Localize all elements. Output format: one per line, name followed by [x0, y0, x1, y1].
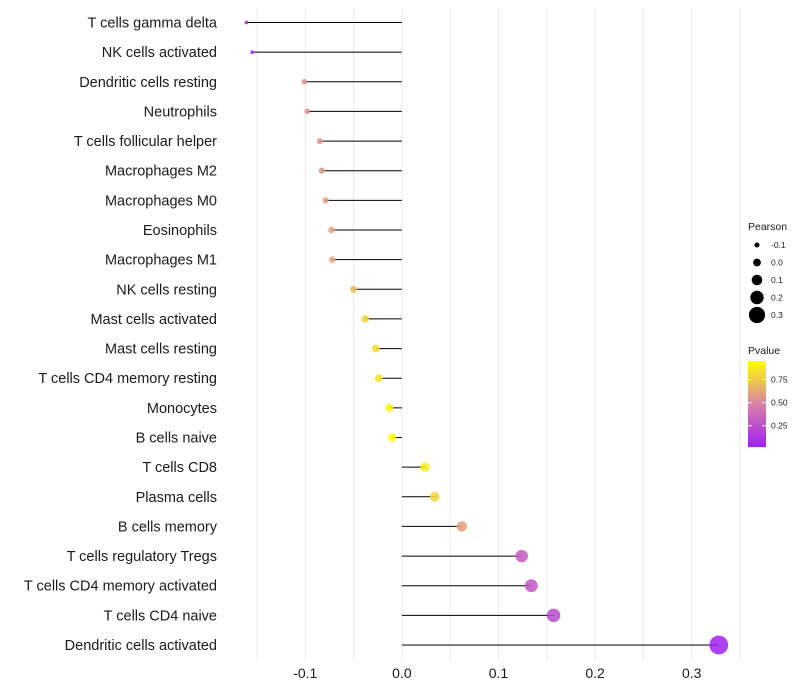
data-point	[304, 108, 311, 115]
data-point	[328, 226, 335, 234]
size-legend-label: 0.2	[771, 293, 783, 303]
size-legend-dot	[754, 242, 760, 248]
category-label: T cells CD4 memory activated	[24, 579, 217, 595]
size-legend-dot	[753, 258, 761, 267]
size-legend-label: 0.3	[771, 310, 783, 320]
category-label: Dendritic cells activated	[65, 638, 217, 654]
data-point	[420, 462, 430, 472]
category-label: NK cells resting	[116, 282, 217, 298]
data-point	[250, 50, 255, 55]
data-point	[318, 167, 325, 174]
size-legend-dot	[750, 290, 764, 305]
data-point	[515, 549, 528, 563]
category-label: Dendritic cells resting	[79, 75, 217, 91]
category-label: T cells follicular helper	[74, 134, 217, 150]
size-legend-label: -0.1	[771, 240, 786, 250]
grid-lines	[256, 8, 741, 660]
category-label: Monocytes	[147, 401, 217, 417]
color-legend-label: 0.50	[771, 398, 788, 408]
category-label: Mast cells activated	[90, 312, 217, 328]
color-legend-label: 0.25	[771, 421, 788, 431]
category-label: Neutrophils	[144, 104, 217, 120]
x-tick-label: 0.3	[682, 665, 702, 681]
data-point	[301, 79, 308, 85]
data-point	[322, 197, 329, 204]
data-point	[361, 315, 369, 323]
data-point	[350, 285, 358, 293]
category-label: T cells CD4 naive	[104, 608, 217, 624]
category-label: Macrophages M1	[105, 253, 217, 269]
data-point	[329, 256, 336, 263]
size-legend-title: Pearson	[748, 221, 787, 233]
category-label: T cells gamma delta	[88, 16, 218, 32]
x-tick-label: 0.0	[392, 665, 412, 681]
legend: Pearson -0.1 0.0 0.1 0.2 0.3 Pvalue 0.75 0.50…	[748, 221, 788, 447]
category-label: T cells regulatory Tregs	[67, 549, 217, 565]
color-legend-title: Pvalue	[748, 345, 780, 357]
x-tick-label: 0.2	[585, 665, 605, 681]
data-point	[374, 374, 383, 383]
size-legend-dot	[748, 306, 766, 324]
category-label: B cells naive	[136, 431, 217, 447]
category-label: Macrophages M2	[105, 164, 217, 180]
x-tick-label: -0.1	[293, 665, 317, 681]
color-legend-label: 0.75	[771, 374, 788, 384]
lollipop-stems	[246, 22, 719, 646]
data-point	[429, 491, 440, 502]
category-label: Mast cells resting	[105, 342, 217, 358]
size-legend-items: -0.1 0.0 0.1 0.2 0.3	[748, 240, 786, 324]
category-label: T cells CD8	[142, 460, 217, 476]
y-axis-category-labels: T cells gamma delta NK cells activated Den…	[24, 16, 218, 655]
color-legend-bar	[748, 361, 766, 447]
category-label: Eosinophils	[143, 223, 217, 239]
size-legend-label: 0.0	[771, 258, 783, 268]
data-point	[709, 635, 729, 655]
data-point	[244, 20, 249, 25]
category-label: Macrophages M0	[105, 193, 217, 209]
data-point	[456, 521, 468, 532]
data-point	[316, 138, 323, 145]
x-axis-tick-labels: -0.1 0.0 0.1 0.2 0.3	[293, 665, 701, 681]
category-label: B cells memory	[118, 519, 218, 535]
lollipop-points	[244, 20, 729, 655]
data-point	[385, 403, 394, 412]
data-point	[546, 608, 561, 623]
x-tick-label: 0.1	[489, 665, 509, 681]
color-legend-ticks: 0.75 0.50 0.25	[748, 374, 788, 431]
category-label: NK cells activated	[102, 45, 217, 61]
data-point	[388, 433, 397, 442]
size-legend-label: 0.1	[771, 275, 783, 285]
size-legend-dot	[751, 274, 763, 286]
data-point	[371, 344, 380, 353]
category-label: Plasma cells	[136, 490, 217, 506]
data-point	[524, 579, 538, 593]
category-label: T cells CD4 memory resting	[38, 371, 217, 387]
